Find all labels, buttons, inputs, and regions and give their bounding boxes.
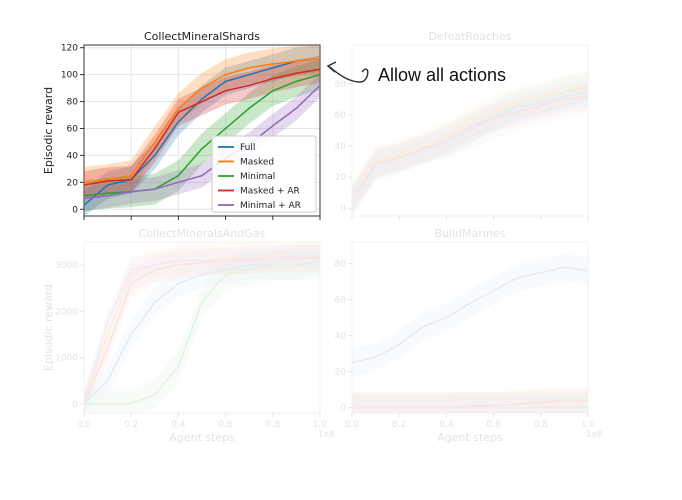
series-line-masked: [83, 57, 321, 184]
y-tick-label: 80: [335, 80, 347, 90]
chart-title: BuildMarines: [435, 227, 506, 240]
x-axis-label: Agent steps: [437, 431, 503, 444]
legend-entry: Masked: [240, 158, 274, 168]
y-axis-label: Episodic reward: [42, 284, 55, 371]
series-line-masked: [352, 403, 589, 409]
x-tick-label: 0.6: [486, 420, 501, 430]
legend-entry: Minimal: [240, 172, 275, 182]
y-tick-label: 40: [335, 142, 347, 152]
x-tick-label: 0.6: [218, 420, 233, 430]
series-line-minimal-ar: [83, 255, 320, 404]
series-line-masked: [351, 83, 589, 201]
y-tick-label: 80: [335, 260, 347, 270]
chart-title: DefeatRoaches: [428, 30, 511, 43]
y-tick-label: 80: [67, 98, 79, 108]
chart-collectmineralshards: CollectMineralShards 0 20 40 60 80 100 120 Episo…: [42, 30, 321, 220]
series-line-masked-ar: [351, 95, 589, 201]
y-tick-label: 3000: [55, 261, 78, 271]
x-tick-label: 0.4: [171, 420, 186, 430]
series-band-full: [352, 254, 588, 377]
y-tick-label: 0: [340, 204, 346, 214]
series-line-minimal-ar: [351, 98, 589, 201]
series-line-full: [351, 90, 589, 201]
y-tick-label: 0: [340, 404, 346, 414]
y-tick-label: 60: [335, 111, 347, 121]
series-band-minimal-ar: [352, 394, 588, 413]
y-tick-label: 120: [61, 44, 78, 54]
y-tick-label: 0: [72, 205, 78, 215]
x-axis-label: Agent steps: [169, 431, 235, 444]
x-tick-label: 0.0: [77, 420, 92, 430]
legend-entry: Masked + AR: [240, 187, 300, 197]
chart-buildmarines: BuildMarines 0 20 40 60 80 0.0 0.2 0.4 0.6 0.8 1.01…: [335, 227, 604, 444]
legend-entry: Minimal + AR: [240, 201, 301, 211]
series-band-minimal-ar: [84, 73, 320, 211]
chart-defeatroaches: DefeatRoaches 0 20 40 60 80: [335, 30, 589, 220]
annotation-arrow: Allow all actions: [326, 61, 506, 85]
annotation-label: Allow all actions: [378, 65, 506, 85]
series-line-minimal-ar: [352, 405, 589, 409]
x-tick-label: 1.0: [313, 420, 328, 430]
y-tick-label: 60: [335, 296, 347, 306]
series-line-minimal-ar: [83, 84, 321, 200]
y-tick-label: 20: [67, 178, 79, 188]
series-line-masked: [83, 255, 320, 404]
y-tick-label: 40: [335, 332, 347, 342]
curved-arrow-icon: [329, 66, 369, 83]
series-line-masked-ar: [83, 257, 320, 405]
plot-frame: [351, 241, 589, 414]
y-axis-label: Episodic reward: [42, 87, 55, 174]
x-scale-label: 1e8: [586, 430, 603, 440]
plot-frame: [83, 44, 321, 217]
y-tick-label: 100: [61, 71, 78, 81]
chart-collectmineralsandgas: CollectMineralsAndGas 0 1000 2000 3000 0.0 0.2…: [42, 227, 335, 444]
x-tick-label: 0.2: [124, 420, 138, 430]
arrowhead-icon: [326, 61, 337, 73]
series-band-full: [84, 45, 320, 216]
series-line-full: [83, 57, 321, 206]
y-tick-label: 1000: [55, 354, 78, 364]
series-band-masked-ar: [84, 55, 320, 199]
x-tick-label: 0.0: [345, 420, 360, 430]
y-tick-label: 60: [67, 124, 79, 134]
y-tick-label: 0: [72, 400, 78, 410]
y-tick-label: 20: [335, 173, 347, 183]
legend-entry: Full: [240, 143, 255, 153]
series-line-masked-ar: [352, 399, 588, 409]
x-tick-label: 0.2: [392, 420, 406, 430]
series-line-full: [83, 259, 321, 405]
legend-box: [211, 135, 317, 213]
series-line-full: [351, 266, 589, 364]
series-line-minimal: [83, 73, 321, 197]
series-line-masked-ar: [83, 68, 321, 186]
plot-frame: [351, 44, 589, 217]
y-tick-label: 2000: [55, 307, 78, 317]
x-tick-label: 0.8: [534, 420, 549, 430]
y-tick-label: 20: [335, 368, 347, 378]
x-tick-label: 0.8: [266, 420, 281, 430]
x-tick-label: 0.4: [439, 420, 454, 430]
chart-title: CollectMineralShards: [144, 30, 260, 43]
series-band-minimal: [84, 59, 320, 212]
series-line-minimal: [84, 264, 320, 405]
series-line-minimal: [351, 86, 589, 201]
plot-frame: [83, 241, 321, 414]
x-tick-label: 1.0: [581, 420, 596, 430]
chart-title: CollectMineralsAndGas: [139, 227, 266, 240]
y-tick-label: 40: [67, 151, 79, 161]
x-scale-label: 1e8: [318, 430, 335, 440]
